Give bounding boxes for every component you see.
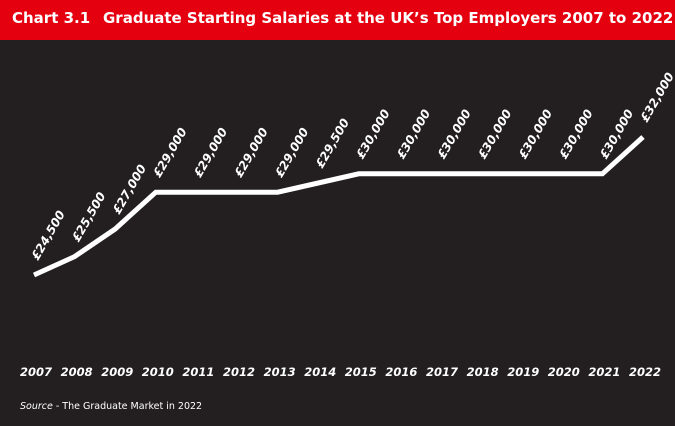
x-tick-label: 2010 (142, 365, 174, 379)
data-label: £30,000 (353, 107, 392, 161)
salary-line-chart: £24,500 £25,500£27,000£29,000 £29,000 £29,0… (20, 70, 675, 379)
x-tick-label: 2009 (101, 365, 133, 379)
x-tick-label: 2011 (182, 365, 214, 379)
series-line (32, 135, 645, 278)
data-label: £30,000 (597, 107, 636, 161)
x-tick-label: 2007 (20, 365, 52, 379)
x-tick-label: 2016 (385, 365, 417, 379)
data-label: £30,000 (556, 107, 595, 161)
data-label: £30,000 (475, 107, 514, 161)
data-label: £29,000 (231, 125, 270, 179)
chart-number: Chart 3.1 (12, 9, 91, 27)
chart-title: Graduate Starting Salaries at the UK’s T… (103, 9, 674, 27)
x-tick-label: 2018 (467, 365, 499, 379)
x-tick-label: 2022 (629, 365, 661, 379)
data-label: £29,000 (150, 125, 189, 179)
x-tick-label: 2020 (548, 365, 580, 379)
x-tick-label: 2019 (507, 365, 539, 379)
data-label: £29,000 (272, 125, 311, 179)
source-note: Source - The Graduate Market in 2022 (20, 401, 202, 412)
x-tick-label: 2015 (345, 365, 377, 379)
x-tick-label: 2021 (588, 365, 620, 379)
data-label: £32,000 (637, 70, 675, 124)
x-tick-label: 2017 (426, 365, 458, 379)
data-label: £24,500 (28, 208, 67, 262)
x-tick-label: 2012 (223, 365, 255, 379)
data-label: £29,000 (191, 125, 230, 179)
source-text: - The Graduate Market in 2022 (52, 401, 203, 412)
data-label: £27,000 (110, 162, 149, 216)
x-tick-label: 2014 (304, 365, 336, 379)
chart-header: Chart 3.1 Graduate Starting Salaries at … (0, 0, 675, 40)
data-label: £30,000 (516, 107, 555, 161)
x-tick-label: 2013 (264, 365, 296, 379)
data-label: £29,500 (313, 116, 352, 170)
data-label: £30,000 (394, 107, 433, 161)
x-tick-label: 2008 (61, 365, 93, 379)
source-label: Source (20, 401, 53, 412)
data-label: £30,000 (434, 107, 473, 161)
